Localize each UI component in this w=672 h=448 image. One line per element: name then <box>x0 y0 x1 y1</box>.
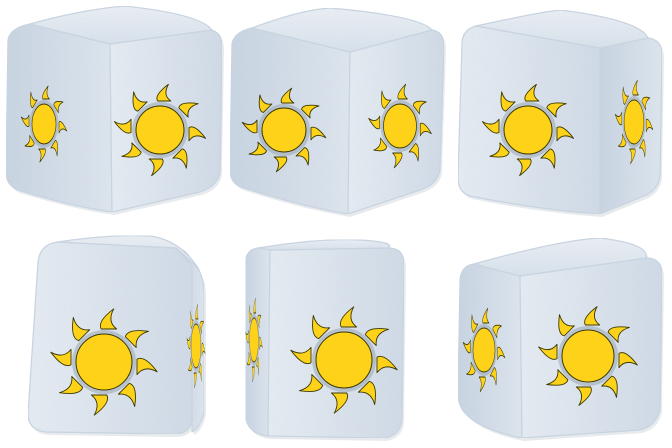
cube-6 <box>457 237 664 441</box>
cube-3-sun-1-icon <box>481 83 575 177</box>
cube-2-sun-2-icon <box>368 83 432 169</box>
cube-1-sun-1-icon <box>20 85 68 163</box>
cube-4-sun-1-icon <box>50 308 158 416</box>
cube-6-sun-2-icon <box>538 306 638 406</box>
cube-4-face-right <box>175 247 205 433</box>
cube-3-sun-2-icon <box>614 79 654 165</box>
cube-2 <box>229 7 446 217</box>
cube-1-face-top <box>29 5 213 45</box>
cube-5-sun-2-icon <box>245 297 263 383</box>
cube-2-face-top <box>251 7 433 53</box>
cube-3 <box>457 9 664 217</box>
cube-1-face-left <box>5 23 113 213</box>
cube-4-face-top <box>57 235 199 269</box>
cube-4 <box>27 235 206 437</box>
cube-5 <box>245 239 406 441</box>
cube-5-face-top <box>257 239 390 251</box>
cube-3-face-top <box>475 9 649 49</box>
cube-1-sun-2-icon <box>113 83 207 177</box>
cube-6-face-top <box>473 237 647 277</box>
cube-4-sun-2-icon <box>186 303 206 389</box>
cube-2-sun-1-icon <box>241 87 327 173</box>
cube-1 <box>5 5 224 215</box>
cube-5-sun-1-icon <box>290 306 398 414</box>
cube-6-sun-1-icon <box>462 307 506 393</box>
